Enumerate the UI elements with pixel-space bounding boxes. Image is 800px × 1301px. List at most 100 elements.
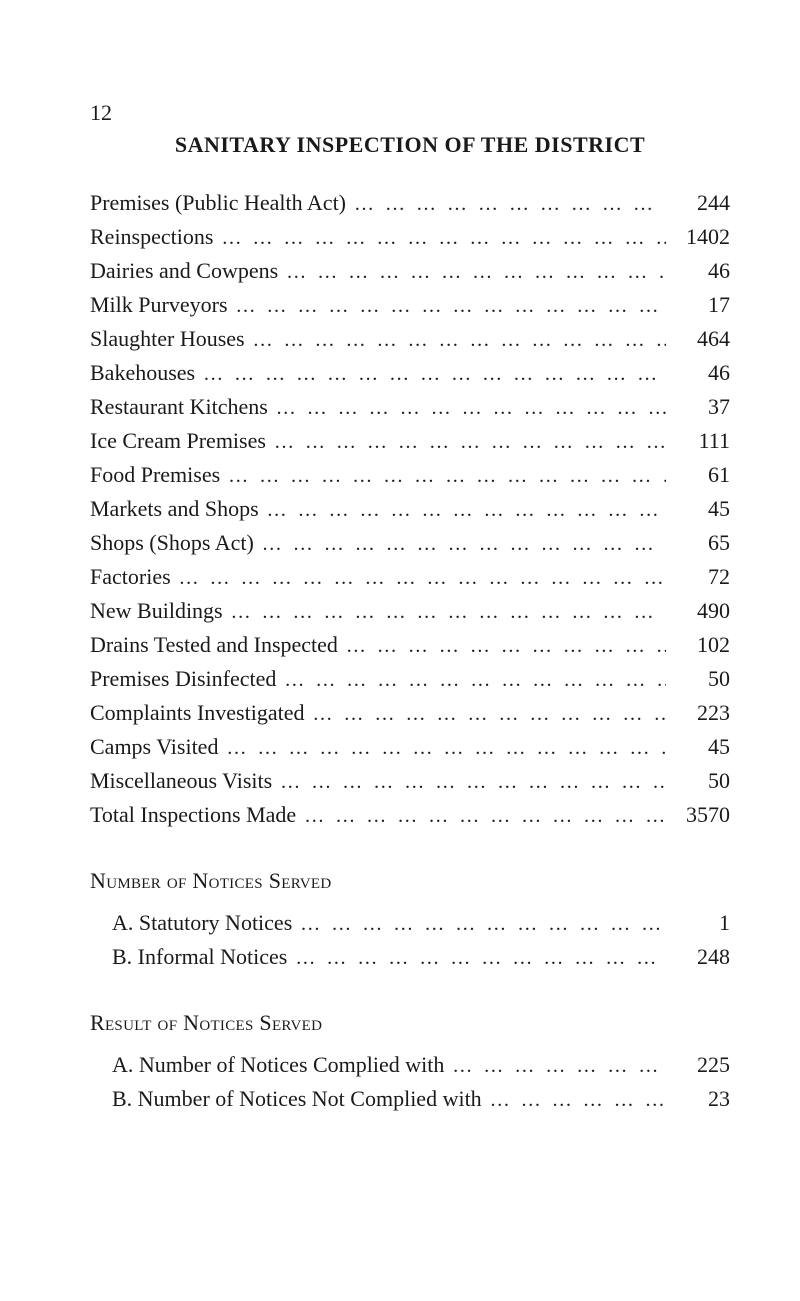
item-label: Factories [90, 566, 171, 588]
item-label: Dairies and Cowpens [90, 260, 278, 282]
list-item: Restaurant Kitchens… … … … … … … … … … …… [90, 396, 730, 418]
list-item: Markets and Shops… … … … … … … … … … … …… [90, 498, 730, 520]
item-label: Camps Visited [90, 736, 218, 758]
item-value: 65 [666, 532, 730, 554]
notices-result-heading-text: Result of Notices Served [90, 1010, 322, 1035]
notices-result-list: A. Number of Notices Complied with… … … … [90, 1054, 730, 1110]
page-title: SANITARY INSPECTION OF THE DISTRICT [90, 132, 730, 158]
item-label: Restaurant Kitchens [90, 396, 268, 418]
dot-leader: … … … … … … … … … … … … … … … … [259, 500, 666, 520]
list-item: Factories… … … … … … … … … … … … … … … …… [90, 566, 730, 588]
list-item: Miscellaneous Visits… … … … … … … … … … … [90, 770, 730, 792]
item-label: Premises (Public Health Act) [90, 192, 346, 214]
item-value: 102 [666, 634, 730, 656]
list-item: Premises Disinfected… … … … … … … … … … … [90, 668, 730, 690]
document-page: 12 SANITARY INSPECTION OF THE DISTRICT P… [0, 0, 800, 1182]
list-item: Reinspections… … … … … … … … … … … … … …… [90, 226, 730, 248]
item-label: Food Premises [90, 464, 220, 486]
item-label: Reinspections [90, 226, 213, 248]
item-value: 23 [666, 1088, 730, 1110]
dot-leader: … … … … … … … … … … … … … … … … [292, 914, 666, 934]
dot-leader: … … … … … … … … … … … … … … … … [266, 432, 666, 452]
list-item: Camps Visited… … … … … … … … … … … … … …… [90, 736, 730, 758]
item-value: 50 [666, 668, 730, 690]
dot-leader: … … … … … … … … … … … … … … … … [245, 330, 666, 350]
list-item: Drains Tested and Inspected… … … … … … …… [90, 634, 730, 656]
dot-leader: … … … … … … … … … … … … … … … … [346, 194, 666, 214]
item-label: B. Informal Notices [112, 946, 287, 968]
item-label: Ice Cream Premises [90, 430, 266, 452]
dot-leader: … … … … … … … … … … … … … … … … [278, 262, 666, 282]
item-label: Drains Tested and Inspected [90, 634, 338, 656]
notices-result-heading: Result of Notices Served [90, 1010, 730, 1036]
item-label: Premises Disinfected [90, 668, 276, 690]
item-value: 3570 [666, 804, 730, 826]
item-value: 50 [666, 770, 730, 792]
item-value: 46 [666, 362, 730, 384]
list-item: Ice Cream Premises… … … … … … … … … … … … [90, 430, 730, 452]
item-value: 37 [666, 396, 730, 418]
dot-leader: … … … … … … … … … … … … … … … … [276, 670, 666, 690]
item-value: 17 [666, 294, 730, 316]
list-item: Slaughter Houses… … … … … … … … … … … … … [90, 328, 730, 350]
item-value: 1402 [666, 226, 730, 248]
item-label: Bakehouses [90, 362, 195, 384]
item-value: 1 [666, 912, 730, 934]
page-number: 12 [90, 100, 730, 126]
item-label: Markets and Shops [90, 498, 259, 520]
dot-leader: … … … … … … … … … … … … … … … … [338, 636, 666, 656]
item-label: Milk Purveyors [90, 294, 228, 316]
dot-leader: … … … … … … … … … … … … … … … … [223, 602, 666, 622]
dot-leader: … … … … … … … … … … … … … … … … [272, 772, 666, 792]
item-value: 111 [666, 430, 730, 452]
item-label: A. Statutory Notices [112, 912, 292, 934]
item-value: 244 [666, 192, 730, 214]
dot-leader: … … … … … … … … … … … … … … … … [482, 1090, 666, 1110]
list-item: Total Inspections Made… … … … … … … … … … [90, 804, 730, 826]
item-value: 223 [666, 702, 730, 724]
list-item: Bakehouses… … … … … … … … … … … … … … … … [90, 362, 730, 384]
dot-leader: … … … … … … … … … … … … … … … … [218, 738, 666, 758]
dot-leader: … … … … … … … … … … … … … … … … [228, 296, 667, 316]
list-item: B. Informal Notices… … … … … … … … … … …… [90, 946, 730, 968]
item-label: Shops (Shops Act) [90, 532, 254, 554]
item-label: Slaughter Houses [90, 328, 245, 350]
notices-served-heading-text: Number of Notices Served [90, 868, 332, 893]
item-label: B. Number of Notices Not Complied with [112, 1088, 482, 1110]
dot-leader: … … … … … … … … … … … … … … … … [268, 398, 666, 418]
item-label: Complaints Investigated [90, 702, 304, 724]
list-item: A. Statutory Notices… … … … … … … … … … … [90, 912, 730, 934]
item-value: 464 [666, 328, 730, 350]
list-item: Complaints Investigated… … … … … … … … …… [90, 702, 730, 724]
list-item: Food Premises… … … … … … … … … … … … … …… [90, 464, 730, 486]
list-item: Milk Purveyors… … … … … … … … … … … … … … [90, 294, 730, 316]
notices-served-heading: Number of Notices Served [90, 868, 730, 894]
list-item: A. Number of Notices Complied with… … … … [90, 1054, 730, 1076]
list-item: Shops (Shops Act)… … … … … … … … … … … …… [90, 532, 730, 554]
dot-leader: … … … … … … … … … … … … … … … … [287, 948, 666, 968]
item-value: 225 [666, 1054, 730, 1076]
item-value: 46 [666, 260, 730, 282]
item-label: Miscellaneous Visits [90, 770, 272, 792]
item-value: 61 [666, 464, 730, 486]
notices-served-list: A. Statutory Notices… … … … … … … … … … … [90, 912, 730, 968]
dot-leader: … … … … … … … … … … … … … … … … [213, 228, 666, 248]
item-label: A. Number of Notices Complied with [112, 1054, 444, 1076]
dot-leader: … … … … … … … … … … … … … … … … [444, 1056, 666, 1076]
list-item: New Buildings… … … … … … … … … … … … … …… [90, 600, 730, 622]
dot-leader: … … … … … … … … … … … … … … … … [220, 466, 666, 486]
item-value: 248 [666, 946, 730, 968]
list-item: B. Number of Notices Not Complied with… … [90, 1088, 730, 1110]
inspections-list: Premises (Public Health Act)… … … … … … … [90, 192, 730, 826]
dot-leader: … … … … … … … … … … … … … … … … [254, 534, 666, 554]
item-label: New Buildings [90, 600, 223, 622]
dot-leader: … … … … … … … … … … … … … … … … [195, 364, 666, 384]
list-item: Premises (Public Health Act)… … … … … … … [90, 192, 730, 214]
item-value: 45 [666, 736, 730, 758]
item-value: 490 [666, 600, 730, 622]
item-label: Total Inspections Made [90, 804, 296, 826]
dot-leader: … … … … … … … … … … … … … … … … [171, 568, 666, 588]
dot-leader: … … … … … … … … … … … … … … … … [304, 704, 666, 724]
list-item: Dairies and Cowpens… … … … … … … … … … …… [90, 260, 730, 282]
item-value: 45 [666, 498, 730, 520]
